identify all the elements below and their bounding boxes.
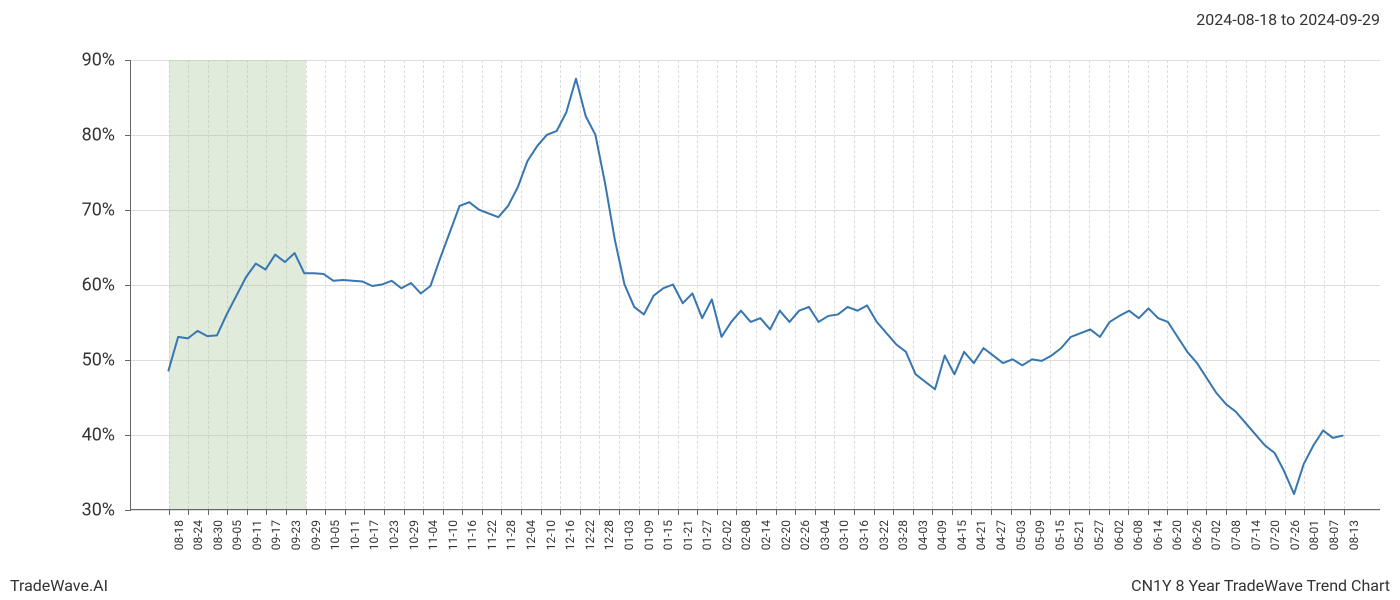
x-tick-label: 08-01	[1307, 520, 1321, 550]
y-tick-label: 80%	[82, 125, 115, 146]
x-tick-label: 03-28	[896, 520, 910, 550]
x-tick-label: 07-02	[1209, 520, 1223, 550]
x-tick-label: 04-27	[994, 520, 1008, 550]
trend-line	[168, 79, 1342, 494]
x-tick-label: 10-05	[328, 520, 342, 550]
x-tick-label: 08-24	[191, 520, 205, 550]
x-tick-label: 11-22	[485, 520, 499, 550]
x-tick-label: 12-22	[583, 520, 597, 550]
x-tick-label: 07-08	[1229, 520, 1243, 550]
x-tick-label: 08-13	[1347, 520, 1361, 550]
x-tick-label: 12-16	[563, 520, 577, 550]
x-tick-label: 09-05	[230, 520, 244, 550]
x-tick-label: 04-03	[916, 520, 930, 550]
x-tick-label: 06-02	[1112, 520, 1126, 550]
x-tick-label: 02-02	[720, 520, 734, 550]
x-tick-label: 05-21	[1072, 520, 1086, 550]
x-tick-label: 04-21	[974, 520, 988, 550]
x-tick-label: 03-04	[818, 520, 832, 550]
x-tick-label: 01-27	[700, 520, 714, 550]
y-tick-mark	[125, 510, 131, 511]
date-range-label: 2024-08-18 to 2024-09-29	[1196, 10, 1380, 29]
x-tick-label: 01-21	[681, 520, 695, 550]
y-tick-label: 70%	[82, 200, 115, 221]
plot-area	[130, 60, 1380, 510]
chart-container: 2024-08-18 to 2024-09-29 30% 40% 50% 60% 70%…	[0, 0, 1400, 600]
x-tick-label: 05-03	[1014, 520, 1028, 550]
y-tick-label: 60%	[82, 275, 115, 296]
x-tick-label: 02-26	[798, 520, 812, 550]
y-tick-label: 90%	[82, 50, 115, 71]
y-tick-label: 30%	[82, 500, 115, 521]
x-tick-label: 07-14	[1249, 520, 1263, 550]
x-tick-label: 02-08	[739, 520, 753, 550]
x-tick-label: 08-07	[1327, 520, 1341, 550]
x-tick-label: 11-04	[426, 520, 440, 550]
x-tick-label: 01-15	[661, 520, 675, 550]
x-tick-label: 11-28	[504, 520, 518, 550]
footer-brand: TradeWave.AI	[10, 576, 108, 595]
x-tick-label: 11-10	[446, 520, 460, 550]
x-tick-label: 08-30	[211, 520, 225, 550]
x-tick-label: 07-26	[1288, 520, 1302, 550]
x-tick-label: 03-16	[857, 520, 871, 550]
x-tick-label: 06-20	[1170, 520, 1184, 550]
x-tick-label: 03-10	[837, 520, 851, 550]
x-tick-label: 10-29	[407, 520, 421, 550]
chart-title: CN1Y 8 Year TradeWave Trend Chart	[1131, 576, 1390, 595]
y-axis: 30%40%50%60%70%80%90%	[0, 60, 125, 510]
x-tick-label: 09-23	[289, 520, 303, 550]
x-tick-label: 10-11	[348, 520, 362, 550]
x-tick-label: 12-04	[524, 520, 538, 550]
x-tick-label: 02-14	[759, 520, 773, 550]
x-tick-label: 07-20	[1268, 520, 1282, 550]
x-tick-label: 01-09	[642, 520, 656, 550]
x-tick-label: 05-15	[1053, 520, 1067, 550]
x-tick-label: 08-18	[172, 520, 186, 550]
x-tick-label: 05-27	[1092, 520, 1106, 550]
x-tick-label: 04-09	[935, 520, 949, 550]
x-tick-label: 09-17	[269, 520, 283, 550]
y-tick-label: 50%	[82, 350, 115, 371]
line-chart-svg	[131, 60, 1380, 509]
x-tick-label: 06-26	[1190, 520, 1204, 550]
x-tick-label: 01-03	[622, 520, 636, 550]
x-tick-label: 12-28	[602, 520, 616, 550]
x-tick-label: 05-09	[1033, 520, 1047, 550]
x-tick-label: 12-10	[544, 520, 558, 550]
x-tick-label: 03-22	[877, 520, 891, 550]
x-tick-label: 04-15	[955, 520, 969, 550]
x-tick-label: 10-17	[367, 520, 381, 550]
x-tick-label: 02-20	[779, 520, 793, 550]
x-tick-label: 06-08	[1131, 520, 1145, 550]
x-tick-label: 09-29	[309, 520, 323, 550]
x-tick-label: 09-11	[250, 520, 264, 550]
x-tick-label: 11-16	[465, 520, 479, 550]
y-tick-label: 40%	[82, 425, 115, 446]
x-tick-label: 06-14	[1151, 520, 1165, 550]
x-tick-label: 10-23	[387, 520, 401, 550]
